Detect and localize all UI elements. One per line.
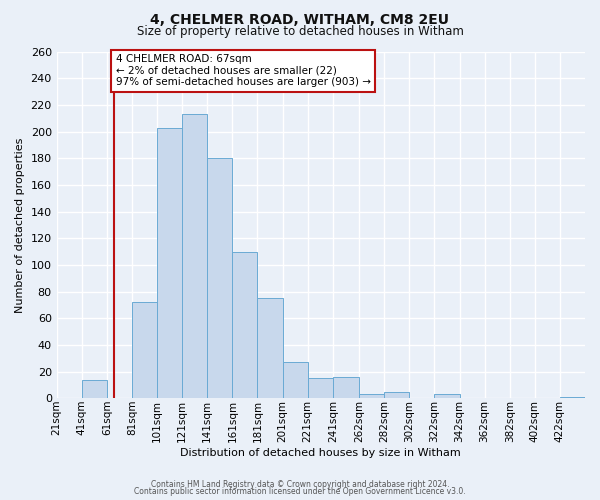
Bar: [333, 377, 359, 398]
Text: Contains public sector information licensed under the Open Government Licence v3: Contains public sector information licen…: [134, 487, 466, 496]
Text: Contains HM Land Registry data © Crown copyright and database right 2024.: Contains HM Land Registry data © Crown c…: [151, 480, 449, 489]
Bar: [308, 378, 333, 398]
Bar: [132, 302, 157, 398]
Bar: [257, 298, 283, 398]
Bar: [283, 362, 308, 398]
Bar: [560, 397, 585, 398]
Bar: [157, 128, 182, 398]
Text: 4 CHELMER ROAD: 67sqm
← 2% of detached houses are smaller (22)
97% of semi-detac: 4 CHELMER ROAD: 67sqm ← 2% of detached h…: [116, 54, 371, 88]
X-axis label: Distribution of detached houses by size in Witham: Distribution of detached houses by size …: [181, 448, 461, 458]
Text: 4, CHELMER ROAD, WITHAM, CM8 2EU: 4, CHELMER ROAD, WITHAM, CM8 2EU: [151, 12, 449, 26]
Bar: [384, 392, 409, 398]
Y-axis label: Number of detached properties: Number of detached properties: [15, 138, 25, 312]
Bar: [232, 252, 257, 398]
Bar: [207, 158, 232, 398]
Bar: [82, 380, 107, 398]
Bar: [434, 394, 460, 398]
Bar: [182, 114, 207, 399]
Bar: [359, 394, 384, 398]
Text: Size of property relative to detached houses in Witham: Size of property relative to detached ho…: [137, 25, 463, 38]
